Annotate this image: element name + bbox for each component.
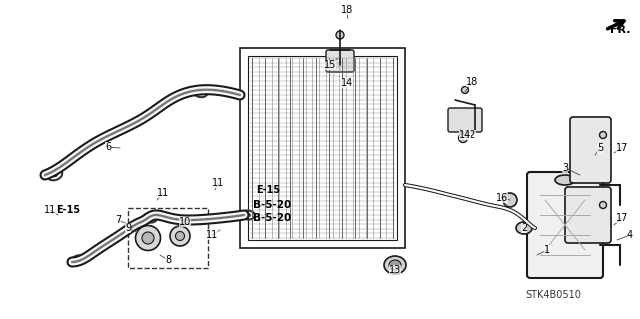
FancyBboxPatch shape — [565, 187, 611, 243]
Text: 2: 2 — [521, 223, 527, 233]
Ellipse shape — [461, 86, 468, 93]
Ellipse shape — [503, 193, 517, 207]
FancyBboxPatch shape — [527, 172, 603, 278]
Text: STK4B0510: STK4B0510 — [525, 290, 581, 300]
Ellipse shape — [458, 133, 467, 143]
Text: 16: 16 — [496, 193, 508, 203]
Text: 8: 8 — [165, 255, 171, 265]
Text: 13: 13 — [389, 265, 401, 275]
Text: 11: 11 — [44, 205, 56, 215]
Text: 18: 18 — [466, 77, 478, 87]
Text: 18: 18 — [341, 5, 353, 15]
FancyBboxPatch shape — [570, 117, 611, 183]
Text: 17: 17 — [616, 213, 628, 223]
Text: FR.: FR. — [610, 25, 630, 35]
FancyBboxPatch shape — [448, 108, 482, 132]
Text: 15: 15 — [324, 60, 336, 70]
Text: 12: 12 — [464, 130, 476, 140]
Ellipse shape — [76, 259, 80, 262]
Text: 17: 17 — [616, 143, 628, 153]
Text: B-5-20: B-5-20 — [253, 200, 291, 210]
Text: 14: 14 — [459, 130, 471, 140]
Ellipse shape — [175, 232, 184, 241]
Ellipse shape — [384, 256, 406, 274]
Ellipse shape — [389, 260, 401, 270]
Ellipse shape — [170, 226, 190, 246]
Ellipse shape — [148, 217, 152, 219]
Text: E-15: E-15 — [56, 205, 80, 215]
Bar — [240, 48, 405, 248]
Text: 3: 3 — [562, 163, 568, 173]
Text: 6: 6 — [105, 142, 111, 152]
Ellipse shape — [555, 175, 575, 185]
Text: 4: 4 — [627, 230, 633, 240]
Text: 11: 11 — [206, 230, 218, 240]
Text: 1: 1 — [544, 245, 550, 255]
Ellipse shape — [136, 226, 161, 250]
Text: E-15: E-15 — [256, 185, 280, 195]
Bar — [128, 208, 208, 268]
Ellipse shape — [246, 214, 250, 216]
Ellipse shape — [516, 222, 532, 234]
Text: 9: 9 — [125, 223, 131, 233]
Text: 10: 10 — [179, 217, 191, 227]
Ellipse shape — [336, 31, 344, 39]
Text: 5: 5 — [597, 143, 603, 153]
Ellipse shape — [600, 131, 607, 138]
Text: 11: 11 — [212, 178, 224, 188]
Bar — [248, 56, 397, 240]
Text: B-5-20: B-5-20 — [253, 213, 291, 223]
Ellipse shape — [600, 202, 607, 209]
FancyBboxPatch shape — [326, 50, 354, 72]
Ellipse shape — [52, 173, 58, 177]
Ellipse shape — [142, 232, 154, 244]
Text: 11: 11 — [157, 188, 169, 198]
Text: 14: 14 — [341, 78, 353, 88]
Ellipse shape — [198, 90, 202, 93]
Text: 7: 7 — [115, 215, 121, 225]
